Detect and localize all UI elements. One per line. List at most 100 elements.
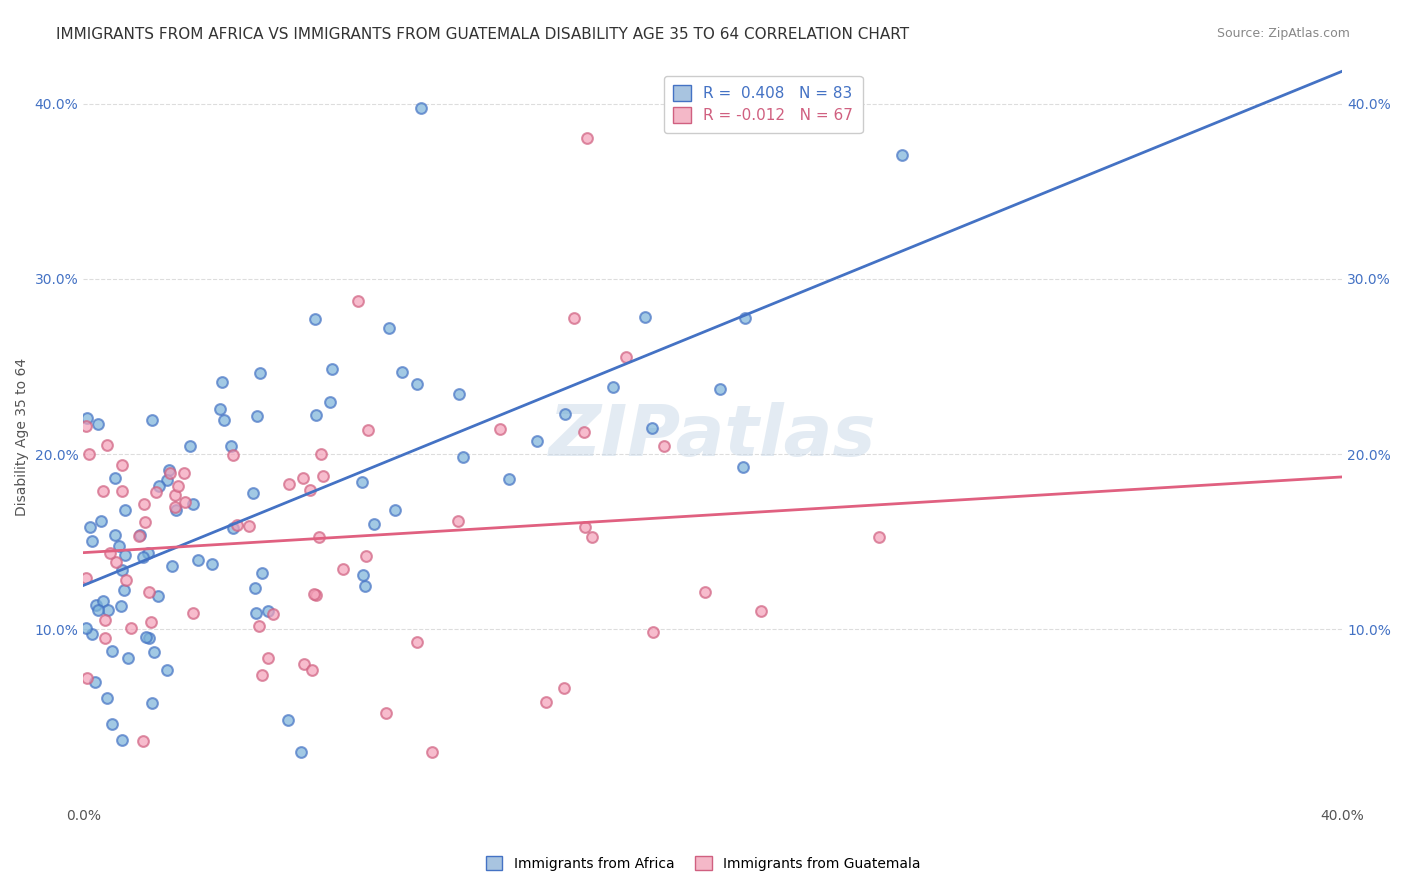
Point [181, 607, 204, 621]
Point [614, 350, 637, 364]
Text: IMMIGRANTS FROM AFRICA VS IMMIGRANTS FROM GUATEMALA DISABILITY AGE 35 TO 64 CORR: IMMIGRANTS FROM AFRICA VS IMMIGRANTS FRO… [56, 27, 910, 42]
Point [309, 447, 332, 461]
Point [554, 407, 576, 421]
Point [378, 321, 401, 335]
Point [292, 657, 315, 672]
Point [101, 644, 124, 658]
Point [111, 732, 134, 747]
Point [107, 540, 129, 554]
Text: Source: ZipAtlas.com: Source: ZipAtlas.com [1216, 27, 1350, 40]
Point [110, 599, 132, 613]
Point [391, 365, 413, 379]
Point [211, 376, 233, 390]
Point [641, 421, 664, 435]
Point [141, 413, 163, 427]
Point [576, 131, 599, 145]
Point [83, 675, 105, 690]
Point [222, 521, 245, 535]
Point [128, 528, 150, 542]
Point [277, 477, 299, 491]
Point [890, 147, 912, 161]
Point [91, 484, 114, 499]
Point [90, 514, 112, 528]
Point [80, 627, 103, 641]
Point [159, 466, 181, 480]
Legend: Immigrants from Africa, Immigrants from Guatemala: Immigrants from Africa, Immigrants from … [481, 850, 925, 876]
Point [354, 579, 377, 593]
Point [346, 293, 368, 308]
Point [363, 516, 385, 531]
Point [305, 588, 328, 602]
Point [181, 496, 204, 510]
Point [249, 366, 271, 380]
Point [332, 562, 354, 576]
Point [290, 745, 312, 759]
Point [212, 413, 235, 427]
Point [350, 475, 373, 489]
Point [308, 531, 330, 545]
Point [84, 598, 107, 612]
Point [179, 439, 201, 453]
Point [319, 394, 342, 409]
Point [138, 631, 160, 645]
Point [247, 618, 270, 632]
Point [634, 310, 657, 324]
Point [489, 422, 512, 436]
Point [75, 418, 97, 433]
Point [219, 439, 242, 453]
Point [693, 585, 716, 599]
Point [562, 310, 585, 325]
Point [447, 514, 470, 528]
Point [357, 423, 380, 437]
Point [384, 503, 406, 517]
Point [94, 631, 117, 645]
Point [246, 409, 269, 423]
Point [526, 434, 548, 449]
Point [87, 417, 110, 431]
Point [277, 714, 299, 728]
Point [354, 549, 377, 563]
Point [374, 706, 396, 721]
Point [257, 650, 280, 665]
Point [174, 495, 197, 509]
Point [104, 528, 127, 542]
Point [304, 312, 326, 326]
Point [146, 589, 169, 603]
Y-axis label: Disability Age 35 to 64: Disability Age 35 to 64 [15, 358, 30, 516]
Point [75, 571, 97, 585]
Point [498, 472, 520, 486]
Point [226, 518, 249, 533]
Point [132, 734, 155, 748]
Point [301, 664, 323, 678]
Point [98, 546, 121, 560]
Point [208, 402, 231, 417]
Point [117, 651, 139, 665]
Point [553, 681, 575, 695]
Point [96, 438, 118, 452]
Point [100, 717, 122, 731]
Point [76, 671, 98, 685]
Point [298, 483, 321, 497]
Point [652, 439, 675, 453]
Point [245, 606, 267, 620]
Point [201, 557, 224, 571]
Point [114, 548, 136, 562]
Legend: R =  0.408   N = 83, R = -0.012   N = 67: R = 0.408 N = 83, R = -0.012 N = 67 [664, 76, 862, 133]
Point [749, 604, 772, 618]
Point [76, 411, 98, 425]
Point [312, 468, 335, 483]
Point [405, 376, 427, 391]
Point [245, 581, 267, 595]
Point [96, 690, 118, 705]
Point [111, 458, 134, 473]
Point [148, 479, 170, 493]
Point [451, 450, 474, 464]
Point [163, 500, 186, 515]
Point [250, 668, 273, 682]
Point [136, 546, 159, 560]
Point [97, 603, 120, 617]
Point [104, 471, 127, 485]
Point [132, 550, 155, 565]
Point [238, 519, 260, 533]
Point [256, 604, 278, 618]
